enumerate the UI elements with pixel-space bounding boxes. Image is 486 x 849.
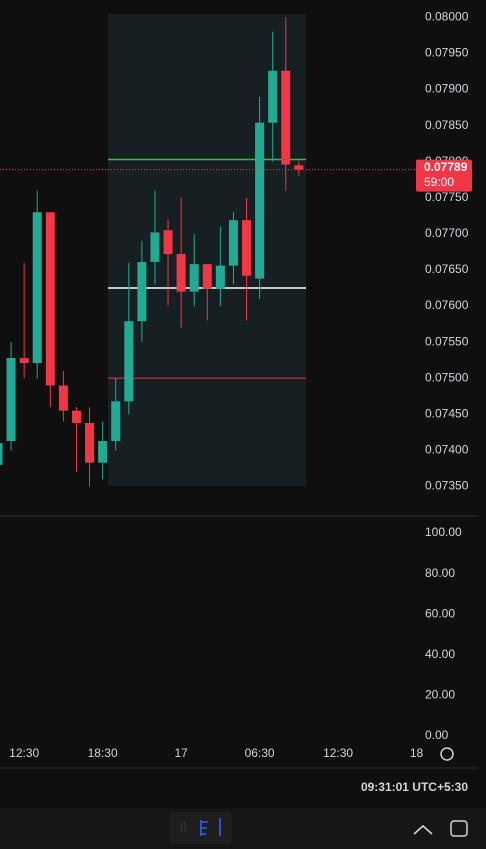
y-tick-label: 0.07350	[425, 479, 469, 493]
candle-body	[137, 262, 147, 322]
candle-body	[58, 385, 68, 411]
last-price-label: 0.07789	[424, 160, 468, 174]
candle-body	[32, 212, 42, 364]
toolbar	[0, 808, 486, 849]
x-tick-label: 17	[174, 746, 188, 760]
candle-body	[98, 441, 108, 463]
indicator-tick-label: 100.00	[425, 525, 462, 539]
candle-body	[281, 70, 291, 165]
y-tick-label: 0.07400	[425, 443, 469, 457]
y-tick-label: 0.07850	[425, 118, 469, 132]
x-tick-label: 06:30	[245, 746, 275, 760]
drag-handle: ⁞⁞	[180, 820, 187, 834]
y-tick-label: 0.07500	[425, 370, 469, 384]
candle-body	[255, 122, 265, 279]
countdown-label: 59:00	[424, 175, 454, 189]
candle-body	[124, 321, 134, 402]
indicator-tick-label: 80.00	[425, 566, 455, 580]
fullscreen-button[interactable]	[450, 820, 468, 837]
x-tick-label: 18	[410, 746, 424, 760]
settings-button[interactable]	[440, 747, 454, 761]
y-tick-label: 0.07450	[425, 406, 469, 420]
candle-body	[215, 265, 225, 289]
y-tick-label: 0.07950	[425, 46, 469, 60]
indicator-tick-label: 40.00	[425, 647, 455, 661]
clock: 09:31:01 UTC+5:30	[361, 780, 468, 794]
candle-body	[242, 220, 252, 276]
indicator-tick-label: 0.00	[425, 728, 449, 742]
x-tick-label: 12:30	[9, 746, 39, 760]
last-price-box	[416, 159, 472, 192]
indicator-tick-label: 20.00	[425, 688, 455, 702]
candle-body	[0, 443, 3, 465]
candle-body	[45, 212, 55, 386]
y-tick-label: 0.07550	[425, 334, 469, 348]
candle-body	[202, 264, 212, 289]
tool-icon[interactable]	[200, 818, 221, 836]
candle-body	[163, 230, 173, 255]
y-tick-label: 0.07900	[425, 82, 469, 96]
candle-body	[294, 165, 304, 170]
candle-body	[176, 254, 186, 292]
candle-body	[19, 358, 29, 364]
y-tick-label: 0.07600	[425, 298, 469, 312]
y-tick-label: 0.07750	[425, 190, 469, 204]
indicator-tick-label: 60.00	[425, 606, 455, 620]
candle-body	[189, 264, 199, 292]
candle-body	[85, 422, 95, 463]
y-tick-label: 0.07700	[425, 226, 469, 240]
collapse-button[interactable]	[413, 824, 433, 835]
candle-body	[268, 70, 278, 123]
candle-body	[71, 410, 81, 423]
candle-body	[111, 401, 121, 442]
candle-body	[228, 220, 238, 266]
y-tick-label: 0.07650	[425, 262, 469, 276]
y-tick-label: 0.08000	[425, 9, 469, 23]
candle-body	[150, 232, 160, 263]
candle-body	[6, 358, 16, 442]
x-tick-label: 12:30	[323, 746, 353, 760]
x-tick-label: 18:30	[88, 746, 118, 760]
